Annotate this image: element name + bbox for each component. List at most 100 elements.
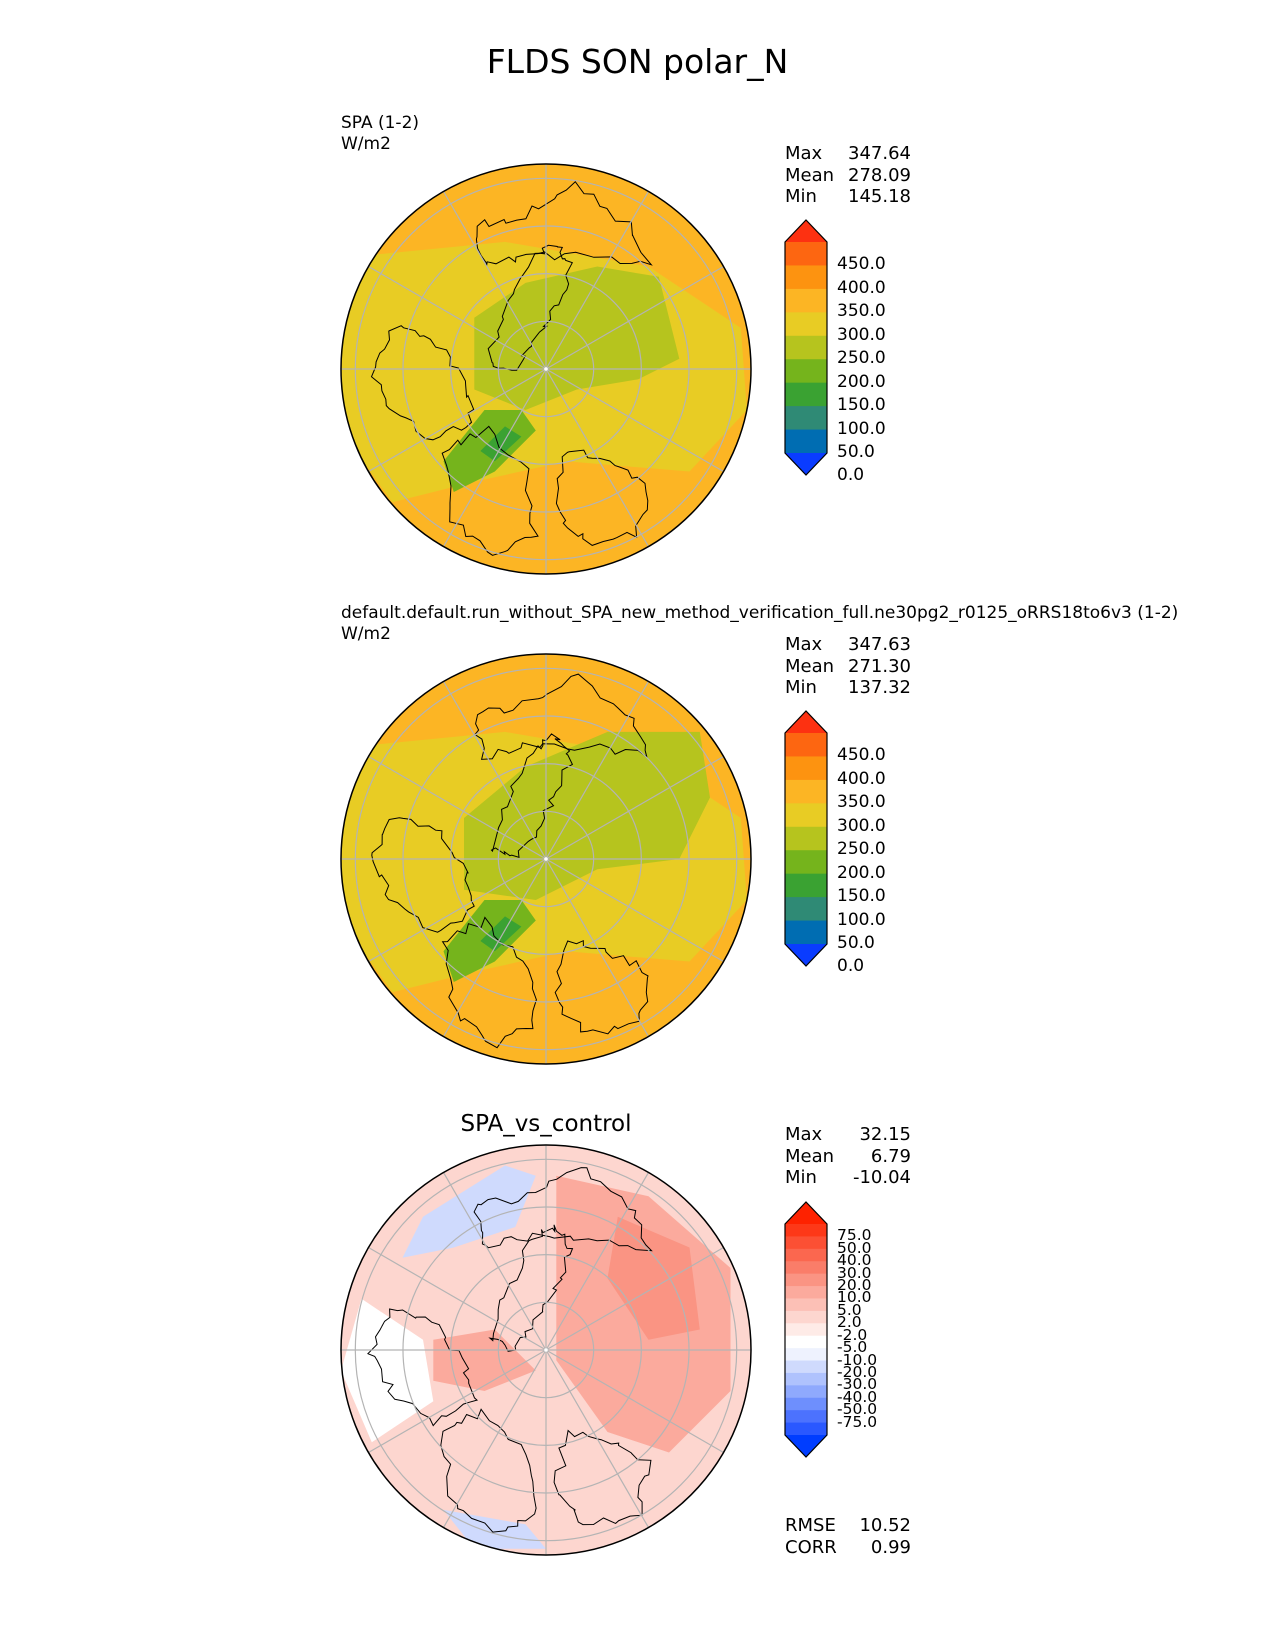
colorbar-tick-label: 10.0: [837, 1288, 872, 1307]
pole-marker: [544, 367, 548, 371]
colorbar-outline: [784, 219, 828, 476]
colorbar-tick-label: -2.0: [837, 1325, 868, 1344]
colorbar-extend-bottom: [785, 944, 827, 966]
colorbar-outline: [784, 710, 828, 967]
pole-marker: [544, 1348, 548, 1352]
colorbar-tick-label: 20.0: [837, 1276, 872, 1295]
colorbar-cell: [785, 1248, 827, 1262]
longitude-gridline: [442, 681, 547, 860]
colorbar-tick-label: 0.0: [837, 465, 865, 486]
colorbar-cell: [785, 1286, 827, 1300]
colorbar-cell: [785, 265, 827, 290]
colorbar-tick-label: 0.0: [837, 956, 865, 977]
longitude-gridline: [545, 1349, 650, 1528]
longitude-gridline: [368, 755, 547, 860]
metric-corr: 0.99: [870, 1536, 911, 1558]
figure-title: FLDS SON polar_N: [486, 42, 789, 81]
stat-label: Max: [785, 1124, 823, 1145]
colorbar-tick-label: -50.0: [837, 1400, 878, 1419]
panel-2-stats: Max 347.63 Mean 271.30 Min 137.32: [785, 634, 911, 699]
longitude-gridline: [442, 1349, 547, 1528]
panel-3-metrics: RMSE 10.52 CORR 0.99: [785, 1515, 911, 1558]
colorbar-tick-label: 300.0: [837, 324, 886, 345]
colorbar-tick-label: 150.0: [837, 886, 886, 907]
colorbar-cell: [785, 1360, 827, 1374]
map-field: [341, 654, 751, 1064]
colorbar-cell: [785, 733, 827, 758]
colorbar-cell: [785, 873, 827, 898]
colorbar-cell: [785, 1310, 827, 1324]
colorbar-tick-label: 50.0: [837, 1238, 872, 1257]
coastline: [440, 1408, 537, 1533]
colorbar-tick-label: 350.0: [837, 792, 886, 813]
colorbar-tick-label: 50.0: [837, 933, 875, 953]
polar-map-2: [340, 653, 752, 1065]
panel-2-title: default.default.run_without_SPA_new_meth…: [341, 603, 1178, 645]
coastline: [488, 1224, 574, 1352]
colorbar-tick-label: -75.0: [837, 1412, 878, 1431]
colorbar-3: [784, 1201, 828, 1458]
colorbar-extend-bottom: [785, 1435, 827, 1457]
colorbar-cell: [785, 803, 827, 828]
stat-max: 32.15: [859, 1124, 911, 1145]
map-field: [341, 164, 751, 574]
stat-mean: 6.79: [870, 1145, 911, 1167]
coastline: [441, 425, 539, 556]
longitude-gridline: [545, 368, 650, 547]
stat-min: 145.18: [848, 186, 911, 207]
field-band-150: [480, 916, 522, 952]
colorbar-cell: [785, 242, 827, 267]
longitude-gridline: [545, 858, 650, 1037]
field-positive: [433, 1329, 536, 1391]
colorbar-cell: [785, 920, 827, 945]
colorbar-cell: [785, 779, 827, 804]
stat-label: Min: [785, 186, 817, 207]
stat-max: 347.63: [848, 634, 911, 655]
colorbar-tick-label: 200.0: [837, 862, 886, 883]
field-band-150: [480, 426, 522, 462]
colorbar-tick-label: 200.0: [837, 371, 886, 392]
colorbar-outline: [784, 1201, 828, 1458]
colorbar-cell: [785, 359, 827, 384]
stat-mean: 278.09: [848, 164, 911, 186]
longitude-gridline: [545, 265, 724, 370]
stat-label: Max: [785, 634, 823, 655]
stat-label: Min: [785, 1167, 817, 1188]
colorbar-cell: [785, 1348, 827, 1362]
colorbar-cell: [785, 1261, 827, 1275]
longitude-gridline: [545, 755, 724, 860]
polar-map-3: [340, 1144, 752, 1556]
longitude-gridline: [442, 858, 547, 1037]
stat-label: Max: [785, 143, 823, 164]
panel-1-stats: Max 347.64 Mean 278.09 Min 145.18: [785, 143, 911, 208]
colorbar-extend-top: [785, 1202, 827, 1224]
longitude-gridline: [545, 1172, 650, 1351]
longitude-gridline: [545, 1246, 724, 1351]
colorbar-cell: [785, 850, 827, 875]
colorbar-cell: [785, 1335, 827, 1349]
colorbar-tick-label: -30.0: [837, 1375, 878, 1394]
colorbar-tick-label: 40.0: [837, 1251, 872, 1270]
colorbar-cell: [785, 1385, 827, 1399]
coastline: [441, 916, 537, 1049]
colorbar-cell: [785, 1273, 827, 1287]
colorbar-extend-bottom: [785, 453, 827, 475]
metric-label: CORR: [785, 1536, 837, 1558]
map-border: [340, 1144, 752, 1556]
field-band-250: [474, 266, 680, 410]
colorbar-tick-label: 30.0: [837, 1263, 872, 1282]
panel-1-title-line-1: SPA (1-2): [341, 113, 420, 133]
colorbar-tick-label: -20.0: [837, 1362, 878, 1381]
map-border: [340, 163, 752, 575]
colorbar-cell: [785, 897, 827, 922]
coastline: [371, 817, 475, 933]
colorbar-tick-label: 100.0: [837, 418, 886, 439]
colorbar-tick-label: 250.0: [837, 348, 886, 369]
colorbar-cell: [785, 288, 827, 313]
colorbar-cell: [785, 406, 827, 431]
colorbar-cell: [785, 1298, 827, 1312]
longitude-gridline: [368, 368, 547, 473]
longitude-gridline: [545, 191, 650, 370]
map-border: [340, 653, 752, 1065]
colorbar-cell: [785, 335, 827, 360]
